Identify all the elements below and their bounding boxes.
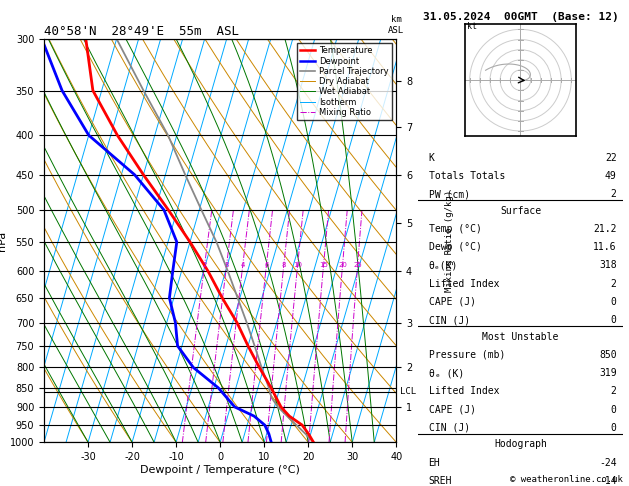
Text: 40°58'N  28°49'E  55m  ASL: 40°58'N 28°49'E 55m ASL <box>44 25 239 38</box>
Text: 0: 0 <box>611 423 616 433</box>
Text: -14: -14 <box>599 476 616 486</box>
Text: 10: 10 <box>293 262 302 268</box>
X-axis label: Dewpoint / Temperature (°C): Dewpoint / Temperature (°C) <box>140 465 300 475</box>
Text: Most Unstable: Most Unstable <box>482 331 559 342</box>
Text: 0: 0 <box>611 297 616 307</box>
Text: 319: 319 <box>599 368 616 378</box>
Text: 0: 0 <box>611 315 616 325</box>
Text: 2: 2 <box>611 278 616 289</box>
Text: 21.2: 21.2 <box>593 224 616 234</box>
Text: LCL: LCL <box>400 387 416 396</box>
Text: CAPE (J): CAPE (J) <box>428 297 476 307</box>
Text: Temp (°C): Temp (°C) <box>428 224 481 234</box>
Text: 11.6: 11.6 <box>593 242 616 252</box>
Text: Dewp (°C): Dewp (°C) <box>428 242 481 252</box>
Text: 8: 8 <box>282 262 286 268</box>
Text: Surface: Surface <box>500 206 541 215</box>
Text: 6: 6 <box>264 262 269 268</box>
Text: km
ASL: km ASL <box>388 16 404 35</box>
Text: 850: 850 <box>599 350 616 360</box>
Text: Totals Totals: Totals Totals <box>428 171 505 181</box>
Text: 22: 22 <box>605 153 616 162</box>
Text: 25: 25 <box>353 262 362 268</box>
Text: Lifted Index: Lifted Index <box>428 386 499 397</box>
Text: 20: 20 <box>338 262 347 268</box>
Text: 2: 2 <box>611 386 616 397</box>
Text: -24: -24 <box>599 458 616 468</box>
Text: 31.05.2024  00GMT  (Base: 12): 31.05.2024 00GMT (Base: 12) <box>423 12 618 22</box>
Text: θₑ (K): θₑ (K) <box>428 368 464 378</box>
Text: EH: EH <box>428 458 440 468</box>
Text: 15: 15 <box>319 262 328 268</box>
Text: θₑ(K): θₑ(K) <box>428 260 458 270</box>
Text: 49: 49 <box>605 171 616 181</box>
Text: CAPE (J): CAPE (J) <box>428 405 476 415</box>
Legend: Temperature, Dewpoint, Parcel Trajectory, Dry Adiabat, Wet Adiabat, Isotherm, Mi: Temperature, Dewpoint, Parcel Trajectory… <box>297 43 392 120</box>
Text: 2: 2 <box>611 189 616 199</box>
Text: CIN (J): CIN (J) <box>428 423 470 433</box>
Text: K: K <box>428 153 435 162</box>
Text: 318: 318 <box>599 260 616 270</box>
Text: CIN (J): CIN (J) <box>428 315 470 325</box>
Text: SREH: SREH <box>428 476 452 486</box>
Text: kt: kt <box>467 22 477 32</box>
Y-axis label: hPa: hPa <box>0 230 7 251</box>
Text: © weatheronline.co.uk: © weatheronline.co.uk <box>510 474 623 484</box>
Text: Lifted Index: Lifted Index <box>428 278 499 289</box>
Text: 0: 0 <box>611 405 616 415</box>
Text: PW (cm): PW (cm) <box>428 189 470 199</box>
Text: 2: 2 <box>203 262 207 268</box>
Text: 3: 3 <box>225 262 229 268</box>
Text: 4: 4 <box>240 262 245 268</box>
Text: Pressure (mb): Pressure (mb) <box>428 350 505 360</box>
Text: Hodograph: Hodograph <box>494 439 547 450</box>
Text: Mixing Ratio (g/kg): Mixing Ratio (g/kg) <box>445 190 454 292</box>
